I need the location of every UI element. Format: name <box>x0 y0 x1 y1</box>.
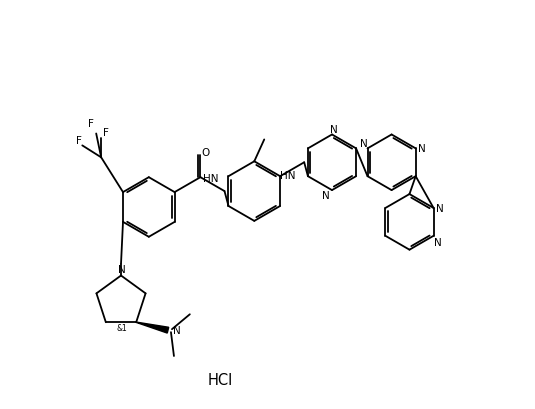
Text: &1: &1 <box>117 323 128 332</box>
Text: N: N <box>173 326 181 335</box>
Text: N: N <box>330 124 338 134</box>
Text: F: F <box>88 118 94 128</box>
Polygon shape <box>136 322 169 333</box>
Text: HN: HN <box>203 174 218 184</box>
Text: N: N <box>322 191 330 200</box>
Text: N: N <box>118 264 126 274</box>
Text: N: N <box>434 237 441 247</box>
Text: N: N <box>360 139 368 149</box>
Text: F: F <box>103 128 109 138</box>
Text: N: N <box>435 203 444 213</box>
Text: N: N <box>418 144 425 154</box>
Text: O: O <box>201 148 210 158</box>
Text: HCl: HCl <box>208 372 233 387</box>
Text: HN: HN <box>280 171 296 181</box>
Text: F: F <box>77 136 82 146</box>
